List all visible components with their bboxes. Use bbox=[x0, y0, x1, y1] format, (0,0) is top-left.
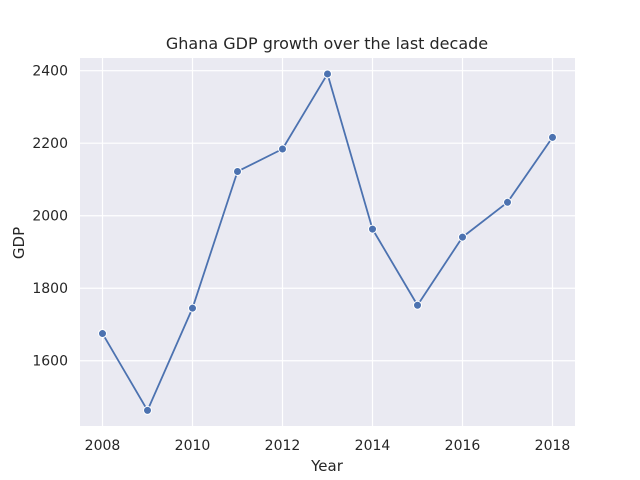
x-tick-label: 2014 bbox=[355, 438, 391, 454]
x-tick-label: 2008 bbox=[85, 438, 121, 454]
data-point bbox=[98, 329, 107, 339]
data-point bbox=[548, 132, 557, 142]
plot-area bbox=[80, 58, 575, 426]
data-point bbox=[458, 232, 467, 242]
data-point bbox=[278, 144, 287, 154]
x-tick-label: 2016 bbox=[445, 438, 481, 454]
y-tick-label: 2200 bbox=[32, 136, 68, 152]
y-tick-label: 1800 bbox=[32, 281, 68, 297]
x-axis-label: Year bbox=[310, 457, 344, 475]
data-point bbox=[323, 69, 332, 79]
x-tick-label: 2018 bbox=[535, 438, 571, 454]
y-axis-label: GDP bbox=[10, 227, 28, 259]
chart-title: Ghana GDP growth over the last decade bbox=[166, 34, 488, 53]
data-point bbox=[368, 224, 377, 234]
data-point bbox=[188, 303, 197, 313]
tick-labels: 2008 2010 2012 2014 2016 2018 1600 1800 2000 2200… bbox=[32, 64, 570, 454]
series-layer bbox=[98, 69, 557, 415]
x-tick-label: 2010 bbox=[175, 438, 211, 454]
x-tick-label: 2012 bbox=[265, 438, 301, 454]
data-point bbox=[143, 405, 152, 415]
y-tick-label: 2000 bbox=[32, 209, 68, 225]
data-point bbox=[233, 166, 242, 176]
data-point bbox=[503, 197, 512, 207]
y-tick-label: 1600 bbox=[32, 354, 68, 370]
y-tick-label: 2400 bbox=[32, 64, 68, 80]
grid-lines bbox=[80, 58, 575, 426]
data-point bbox=[413, 300, 422, 310]
